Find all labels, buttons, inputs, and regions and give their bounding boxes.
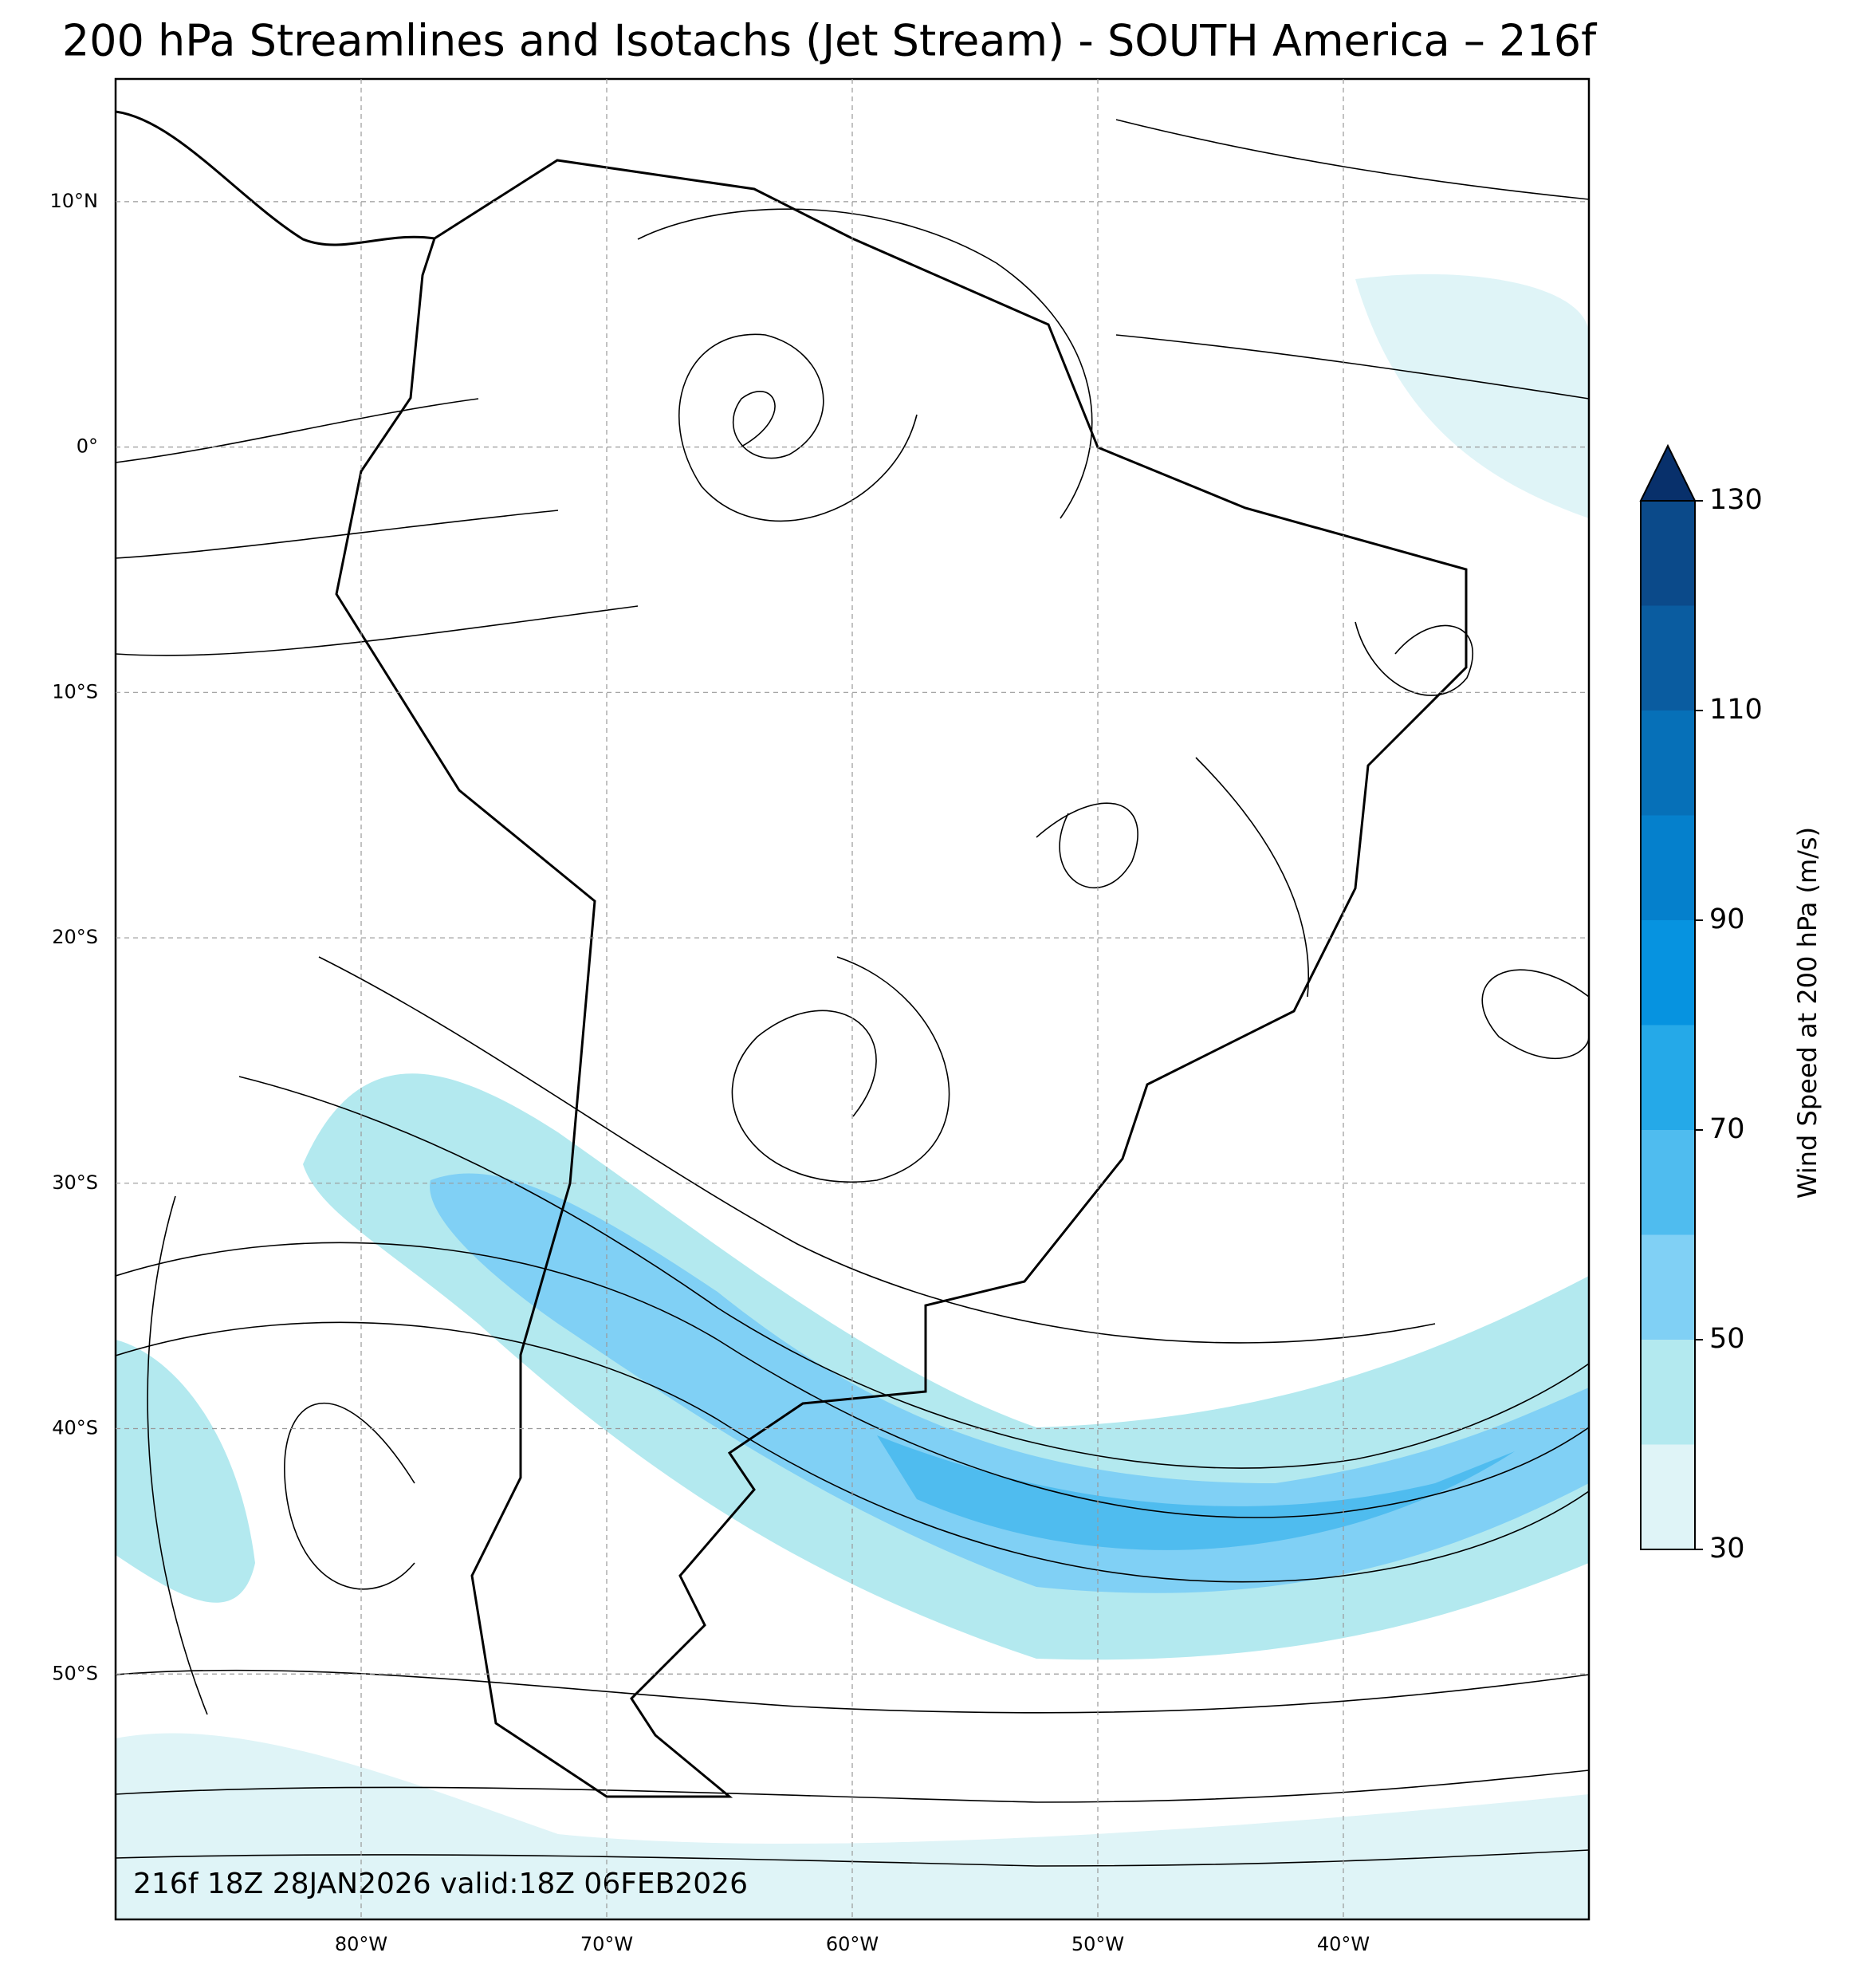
coastline <box>335 159 1468 1798</box>
colorbar-tick-label: 30 <box>1709 1533 1745 1565</box>
valid-time: 216f 18Z 28JAN2026 valid:18Z 06FEB2026 <box>133 1868 748 1900</box>
y-tick-label: 10°S <box>52 680 98 703</box>
isotach-area <box>116 1340 255 1603</box>
isotach-area <box>303 1073 1589 1660</box>
colorbar-tick-label: 130 <box>1709 484 1763 516</box>
map-layer <box>116 110 1589 1919</box>
isotach-core <box>430 1173 1589 1593</box>
streamlines <box>116 119 1589 1867</box>
coastline <box>116 110 435 246</box>
colorbar-bin <box>1641 1130 1695 1235</box>
colorbar-bin <box>1641 1025 1695 1130</box>
x-tick-label: 80°W <box>335 1933 387 1955</box>
colorbar-bin <box>1641 605 1695 711</box>
isotach-max <box>877 1435 1515 1550</box>
colorbar-bin <box>1641 815 1695 920</box>
colorbar-bin <box>1641 711 1695 816</box>
x-tick-label: 50°W <box>1071 1933 1124 1955</box>
colorbar-bin <box>1641 920 1695 1025</box>
y-tick-label: 0° <box>77 435 98 458</box>
colorbar-bin <box>1641 1234 1695 1340</box>
colorbar-extend <box>1639 443 1697 502</box>
y-tick-label: 20°S <box>52 926 98 948</box>
x-tick-label: 40°W <box>1317 1933 1370 1955</box>
colorbar-label: Wind Speed at 200 hPa (m/s) <box>1792 827 1823 1199</box>
isotach-area <box>116 1733 1589 1919</box>
title: 200 hPa Streamlines and Isotachs (Jet St… <box>62 16 1598 66</box>
colorbar-tick-label: 50 <box>1709 1323 1745 1355</box>
colorbar-frame <box>1640 500 1696 1550</box>
colorbar-bin <box>1641 501 1695 606</box>
x-tick-label: 70°W <box>580 1933 633 1955</box>
y-tick-label: 10°N <box>50 190 99 212</box>
x-tick-label: 60°W <box>826 1933 879 1955</box>
colorbar-tick-label: 70 <box>1709 1113 1745 1145</box>
y-tick-label: 40°S <box>52 1417 98 1439</box>
colorbar-tick-label: 110 <box>1709 694 1763 726</box>
y-tick-label: 30°S <box>52 1171 98 1194</box>
colorbar-bin <box>1641 1444 1695 1549</box>
y-tick-label: 50°S <box>52 1662 98 1684</box>
colorbar-bin <box>1641 1340 1695 1445</box>
colorbar-tick-label: 90 <box>1709 903 1745 935</box>
isotach-area <box>1355 274 1589 518</box>
